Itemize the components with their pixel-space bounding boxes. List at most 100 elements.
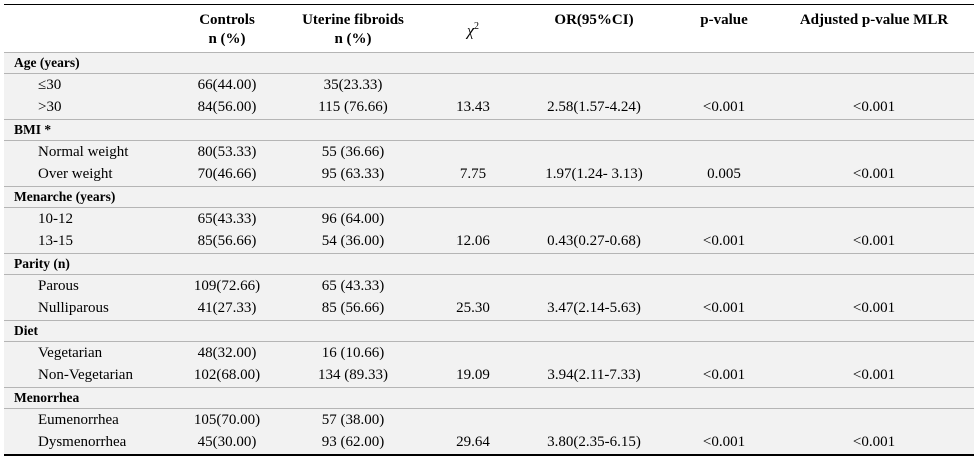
header-chi-square: χ2 (466, 21, 480, 40)
odds-ratio-value: 1.97(1.24- 3.13) (514, 163, 674, 187)
row-label: Parous (4, 274, 180, 298)
odds-ratio-value (514, 341, 674, 365)
odds-ratio-value: 2.58(1.57-4.24) (514, 96, 674, 120)
row-label: 10-12 (4, 207, 180, 231)
chi-square-value: 19.09 (432, 364, 514, 388)
fibroids-value: 134 (89.33) (274, 364, 432, 388)
adjusted-p-value (774, 341, 974, 365)
table-row: Parous 109(72.66) 65 (43.33) (4, 274, 974, 298)
header-odds-ratio: OR(95%CI) (554, 12, 634, 28)
header-uterine-fibroids: Uterine fibroids n (%) (302, 12, 404, 47)
p-value: <0.001 (674, 431, 774, 455)
p-value (674, 140, 774, 164)
adjusted-p-value: <0.001 (774, 431, 974, 455)
table-row: >30 84(56.00) 115 (76.66) 13.43 2.58(1.57-4.… (4, 96, 974, 120)
odds-ratio-value: 3.94(2.11-7.33) (514, 364, 674, 388)
table-row: 13-15 85(56.66) 54 (36.00) 12.06 0.43(0.27-0… (4, 230, 974, 254)
odds-ratio-value (514, 274, 674, 298)
adjusted-p-value (774, 274, 974, 298)
header-row: Controls n (%) Uterine fibroids n (%) χ2… (4, 4, 974, 53)
odds-ratio-value: 3.47(2.14-5.63) (514, 297, 674, 321)
chi-square-value (432, 408, 514, 432)
row-label: Dysmenorrhea (4, 431, 180, 455)
odds-ratio-value (514, 140, 674, 164)
odds-ratio-value: 3.80(2.35-6.15) (514, 431, 674, 455)
section-row: Menorrhea (4, 387, 974, 409)
table-row: Dysmenorrhea 45(30.00) 93 (62.00) 29.64 3.80… (4, 431, 974, 455)
row-label: Vegetarian (4, 341, 180, 365)
controls-value: 84(56.00) (180, 96, 274, 120)
table-row: Normal weight 80(53.33) 55 (36.66) (4, 140, 974, 164)
section-row: Menarche (years) (4, 186, 974, 208)
fibroids-value: 55 (36.66) (274, 140, 432, 164)
controls-value: 102(68.00) (180, 364, 274, 388)
row-label: >30 (4, 96, 180, 120)
section-row: Age (years) (4, 52, 974, 74)
adjusted-p-value: <0.001 (774, 364, 974, 388)
controls-value: 80(53.33) (180, 140, 274, 164)
section-title: Parity (n) (4, 253, 974, 275)
comparison-table: Controls n (%) Uterine fibroids n (%) χ2… (4, 4, 974, 456)
table-row: Vegetarian 48(32.00) 16 (10.66) (4, 341, 974, 365)
chi-square-value (432, 73, 514, 97)
controls-value: 65(43.33) (180, 207, 274, 231)
odds-ratio-value (514, 73, 674, 97)
p-value (674, 408, 774, 432)
fibroids-value: 115 (76.66) (274, 96, 432, 120)
adjusted-p-value: <0.001 (774, 96, 974, 120)
table-row: Nulliparous 41(27.33) 85 (56.66) 25.30 3.47(… (4, 297, 974, 321)
section-title: Menarche (years) (4, 186, 974, 208)
fibroids-value: 96 (64.00) (274, 207, 432, 231)
table-row: Eumenorrhea 105(70.00) 57 (38.00) (4, 408, 974, 432)
chi-square-value (432, 341, 514, 365)
section-title: Diet (4, 320, 974, 342)
p-value (674, 274, 774, 298)
fibroids-value: 16 (10.66) (274, 341, 432, 365)
header-p-value: p-value (700, 12, 748, 28)
row-label: Over weight (4, 163, 180, 187)
controls-value: 105(70.00) (180, 408, 274, 432)
chi-square-value (432, 207, 514, 231)
row-label: Nulliparous (4, 297, 180, 321)
section-title: Menorrhea (4, 387, 974, 409)
table-row: ≤30 66(44.00) 35(23.33) (4, 73, 974, 97)
fibroids-value: 57 (38.00) (274, 408, 432, 432)
adjusted-p-value (774, 408, 974, 432)
row-label: ≤30 (4, 73, 180, 97)
fibroids-value: 85 (56.66) (274, 297, 432, 321)
controls-value: 41(27.33) (180, 297, 274, 321)
p-value: <0.001 (674, 230, 774, 254)
controls-value: 85(56.66) (180, 230, 274, 254)
controls-value: 70(46.66) (180, 163, 274, 187)
fibroids-value: 54 (36.00) (274, 230, 432, 254)
header-adjusted-p-value: Adjusted p-value MLR (799, 12, 949, 28)
adjusted-p-value: <0.001 (774, 230, 974, 254)
table-row: Non-Vegetarian 102(68.00) 134 (89.33) 19.09… (4, 364, 974, 388)
fibroids-value: 35(23.33) (274, 73, 432, 97)
p-value: <0.001 (674, 96, 774, 120)
adjusted-p-value (774, 140, 974, 164)
odds-ratio-value (514, 207, 674, 231)
section-row: Parity (n) (4, 253, 974, 275)
chi-square-value: 12.06 (432, 230, 514, 254)
adjusted-p-value: <0.001 (774, 297, 974, 321)
p-value (674, 341, 774, 365)
chi-square-value: 13.43 (432, 96, 514, 120)
section-row: Diet (4, 320, 974, 342)
p-value (674, 207, 774, 231)
controls-value: 45(30.00) (180, 431, 274, 455)
row-label: Non-Vegetarian (4, 364, 180, 388)
header-controls: Controls n (%) (199, 12, 255, 47)
controls-value: 109(72.66) (180, 274, 274, 298)
fibroids-value: 65 (43.33) (274, 274, 432, 298)
chi-square-value: 25.30 (432, 297, 514, 321)
adjusted-p-value: <0.001 (774, 163, 974, 187)
row-label: Normal weight (4, 140, 180, 164)
adjusted-p-value (774, 73, 974, 97)
controls-value: 66(44.00) (180, 73, 274, 97)
p-value: 0.005 (674, 163, 774, 187)
odds-ratio-value (514, 408, 674, 432)
section-title: Age (years) (4, 52, 974, 74)
fibroids-value: 95 (63.33) (274, 163, 432, 187)
controls-value: 48(32.00) (180, 341, 274, 365)
